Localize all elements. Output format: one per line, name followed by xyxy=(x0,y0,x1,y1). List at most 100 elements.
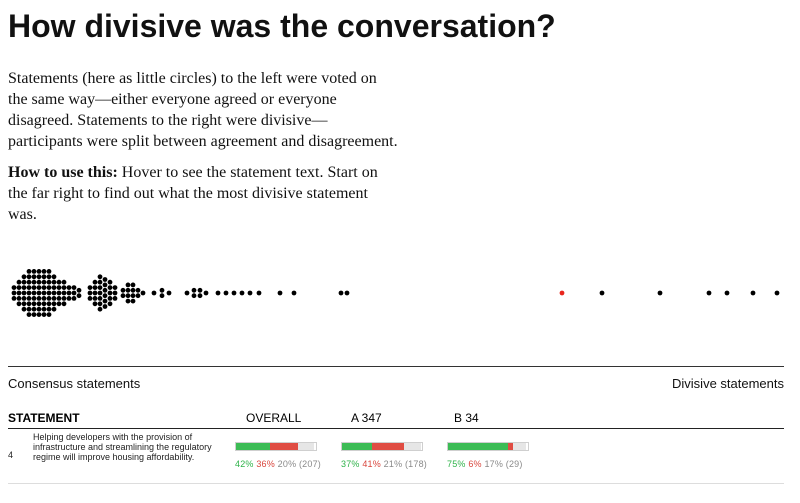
statement-dot[interactable] xyxy=(46,290,52,296)
statement-dot[interactable] xyxy=(159,287,165,293)
statement-dot[interactable] xyxy=(26,296,32,301)
statement-dot[interactable] xyxy=(140,290,146,296)
statement-dot[interactable] xyxy=(41,269,47,274)
statement-dot[interactable] xyxy=(51,279,57,285)
statement-dot[interactable] xyxy=(46,312,52,317)
statement-dot[interactable] xyxy=(46,274,52,280)
statement-dot[interactable] xyxy=(71,285,77,290)
statement-dot[interactable] xyxy=(21,290,27,296)
statement-dot[interactable] xyxy=(11,296,17,301)
statement-dot[interactable] xyxy=(102,277,108,282)
statement-dot[interactable] xyxy=(130,282,136,288)
statement-dot[interactable] xyxy=(26,285,32,290)
statement-dot[interactable] xyxy=(26,306,32,312)
statement-dot[interactable] xyxy=(51,306,57,312)
statement-dot[interactable] xyxy=(112,290,118,296)
statement-dot[interactable] xyxy=(36,296,42,301)
statement-dot[interactable] xyxy=(61,290,67,296)
statement-dot[interactable] xyxy=(51,285,57,290)
statement-dot[interactable] xyxy=(26,269,32,274)
statement-dot[interactable] xyxy=(135,293,141,299)
statement-dot[interactable] xyxy=(46,296,52,301)
statement-dot[interactable] xyxy=(215,290,221,296)
statement-dot[interactable] xyxy=(21,296,27,301)
statement-dot[interactable] xyxy=(87,285,93,290)
statement-dot[interactable] xyxy=(41,274,47,280)
statement-dot[interactable] xyxy=(291,290,297,296)
statement-dot[interactable] xyxy=(107,296,113,301)
statement-dot[interactable] xyxy=(36,312,42,317)
statement-dot[interactable] xyxy=(97,306,103,312)
statement-dot[interactable] xyxy=(41,306,47,312)
statement-dot[interactable] xyxy=(76,293,82,299)
statement-dot[interactable] xyxy=(26,279,32,285)
statement-dot[interactable] xyxy=(41,312,47,317)
statement-dot[interactable] xyxy=(256,290,262,296)
statement-dot[interactable] xyxy=(97,279,103,285)
statement-dot[interactable] xyxy=(46,306,52,312)
statement-dot[interactable] xyxy=(97,290,103,296)
statement-dot[interactable] xyxy=(16,296,22,301)
statement-dot[interactable] xyxy=(11,285,17,290)
statement-dot[interactable] xyxy=(151,290,157,296)
statement-dot[interactable] xyxy=(21,285,27,290)
statement-dot[interactable] xyxy=(102,282,108,288)
statement-dot[interactable] xyxy=(46,279,52,285)
statement-dot[interactable] xyxy=(191,287,197,293)
statement-dot[interactable] xyxy=(130,298,136,304)
statement-dot[interactable] xyxy=(135,287,141,293)
statement-dot[interactable] xyxy=(750,290,756,296)
statement-dot[interactable] xyxy=(97,285,103,290)
statement-dot[interactable] xyxy=(87,290,93,296)
statement-dot[interactable] xyxy=(36,285,42,290)
statement-dot[interactable] xyxy=(120,287,126,293)
statement-dot[interactable] xyxy=(26,312,32,317)
statement-dot[interactable] xyxy=(26,274,32,280)
statement-dot[interactable] xyxy=(16,301,22,307)
statement-dot[interactable] xyxy=(92,296,98,301)
statement-dot[interactable] xyxy=(125,293,131,299)
statement-dot[interactable] xyxy=(130,293,136,299)
statement-dot[interactable] xyxy=(41,290,47,296)
statement-dot[interactable] xyxy=(31,290,37,296)
statement-dot[interactable] xyxy=(107,290,113,296)
statement-dot[interactable] xyxy=(56,296,62,301)
statement-dot[interactable] xyxy=(657,290,663,296)
statement-dot[interactable] xyxy=(102,304,108,309)
statement-dot[interactable] xyxy=(112,296,118,301)
statement-dot[interactable] xyxy=(51,296,57,301)
statement-dot[interactable] xyxy=(16,279,22,285)
statement-dot[interactable] xyxy=(41,296,47,301)
statement-dot[interactable] xyxy=(184,290,190,296)
statement-dot[interactable] xyxy=(46,269,52,274)
statement-dot[interactable] xyxy=(92,285,98,290)
statement-dot[interactable] xyxy=(92,279,98,285)
statement-dot[interactable] xyxy=(31,312,37,317)
statement-dot[interactable] xyxy=(16,290,22,296)
selected-statement-dot[interactable] xyxy=(559,290,565,296)
statement-dot[interactable] xyxy=(36,301,42,307)
statement-dot[interactable] xyxy=(46,285,52,290)
statement-dot[interactable] xyxy=(102,287,108,293)
statement-dot[interactable] xyxy=(277,290,283,296)
statement-dot[interactable] xyxy=(36,290,42,296)
statement-dot[interactable] xyxy=(247,290,253,296)
statement-dot[interactable] xyxy=(56,285,62,290)
statement-dot[interactable] xyxy=(107,279,113,285)
statement-dot[interactable] xyxy=(71,290,77,296)
statement-dot[interactable] xyxy=(26,290,32,296)
statement-dot[interactable] xyxy=(26,301,32,307)
statement-dot[interactable] xyxy=(97,296,103,301)
statement-dot[interactable] xyxy=(166,290,172,296)
statement-dot[interactable] xyxy=(31,296,37,301)
statement-dot[interactable] xyxy=(21,301,27,307)
statement-dot[interactable] xyxy=(51,301,57,307)
statement-dot[interactable] xyxy=(774,290,780,296)
statement-dot[interactable] xyxy=(71,296,77,301)
statement-dot[interactable] xyxy=(56,301,62,307)
statement-dot[interactable] xyxy=(31,279,37,285)
table-row[interactable]: 4 Helping developers with the provision … xyxy=(8,430,784,484)
statement-dot[interactable] xyxy=(41,279,47,285)
statement-dot[interactable] xyxy=(197,293,203,299)
statement-dot[interactable] xyxy=(344,290,350,296)
